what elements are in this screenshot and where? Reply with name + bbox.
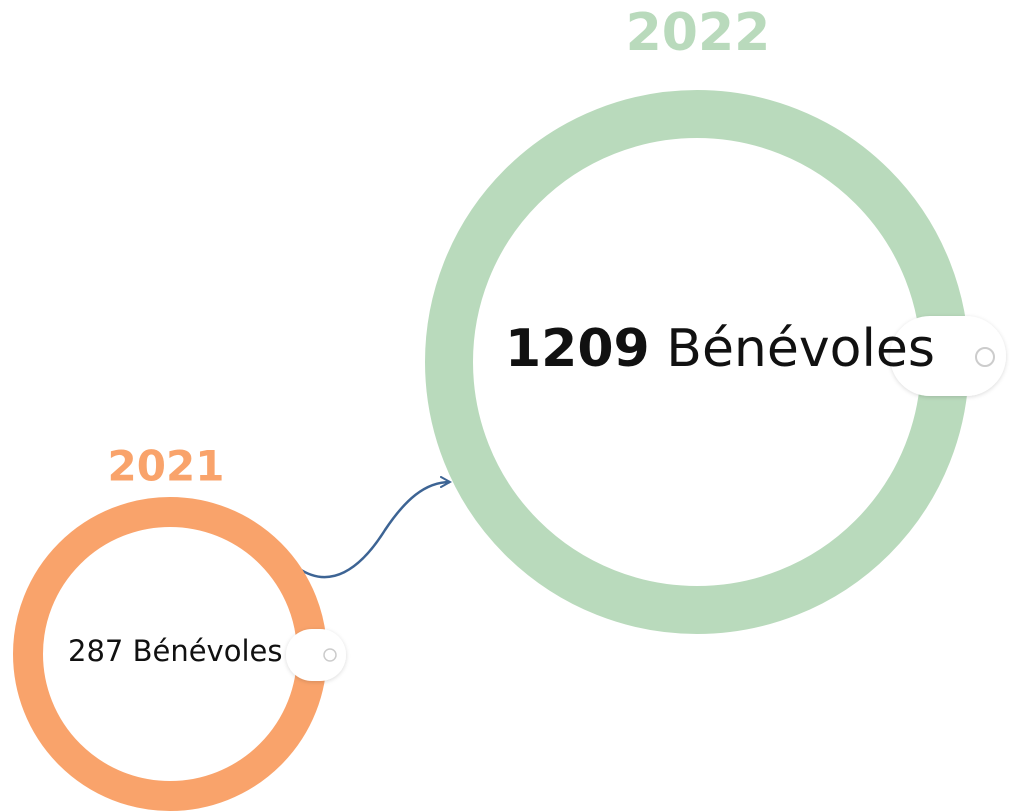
tab <box>286 629 346 681</box>
tab <box>890 316 1006 396</box>
year-label: 2021 <box>108 442 225 491</box>
arrow <box>297 482 450 579</box>
tab-dot <box>323 648 337 662</box>
year-label: 2022 <box>626 3 771 63</box>
count: 1209 <box>505 319 650 379</box>
count-text: 287 Bénévoles <box>68 634 282 668</box>
count-label: Bénévoles <box>666 319 935 379</box>
count: 287 <box>68 634 123 668</box>
count-label: Bénévoles <box>133 634 283 668</box>
tab-dot <box>975 347 995 367</box>
count-text: 1209 Bénévoles <box>505 319 935 379</box>
